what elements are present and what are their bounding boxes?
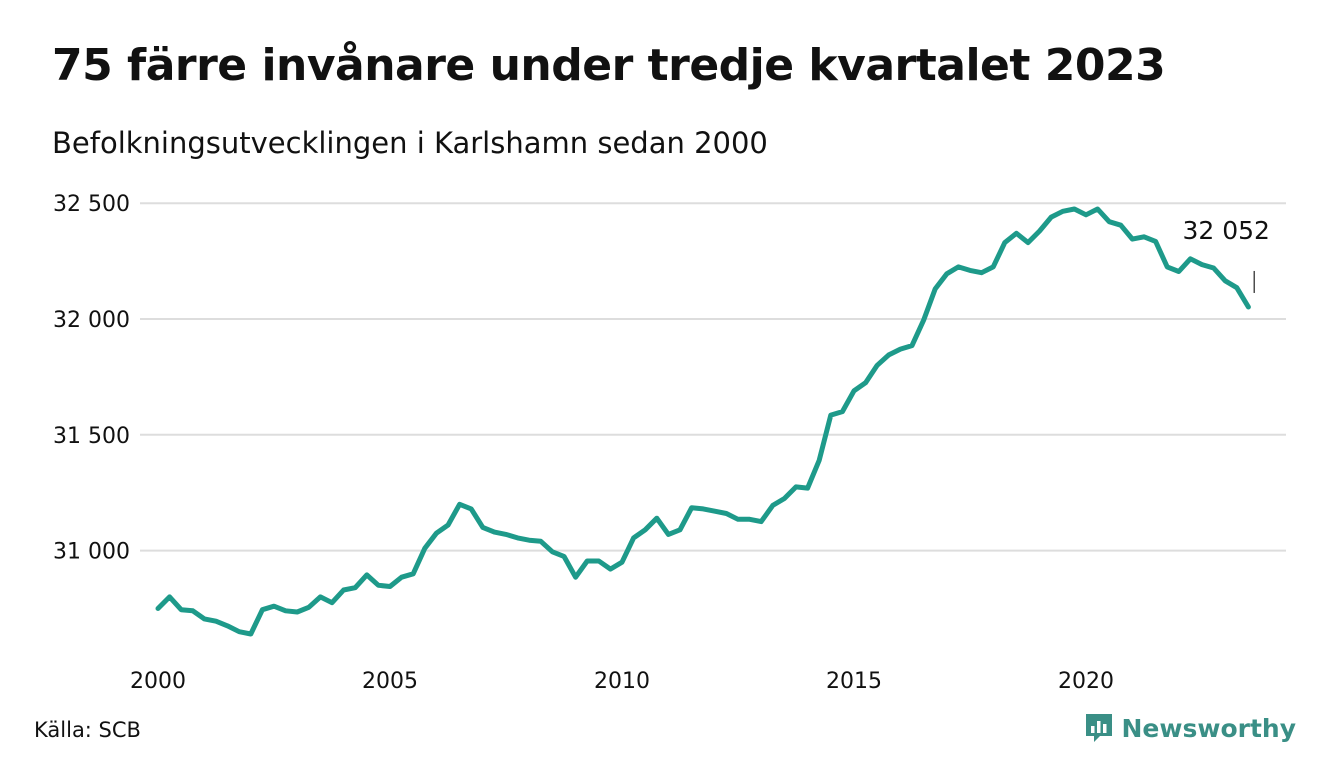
brand-logo: Newsworthy [1084, 712, 1297, 744]
x-tick-label: 2010 [594, 669, 650, 694]
y-tick-label: 31 000 [53, 540, 130, 565]
bar-chart-speech-bubble-icon [1085, 714, 1112, 742]
y-axis-tick-labels: 31 000 31 500 32 000 32 500 [53, 192, 130, 564]
x-tick-label: 2000 [130, 669, 186, 694]
source-note: Källa: SCB [34, 718, 141, 742]
x-axis-tick-labels: 2000 2005 2010 2015 2020 [130, 669, 1114, 694]
y-tick-label: 31 500 [53, 424, 130, 449]
x-tick-label: 2005 [362, 669, 418, 694]
last-value-annotation-label: 32 052 [1182, 216, 1269, 245]
chart-title: 75 färre invånare under tredje kvartalet… [52, 40, 1166, 91]
y-tick-label: 32 000 [53, 308, 130, 333]
x-tick-label: 2020 [1058, 669, 1114, 694]
gridlines [140, 202, 1286, 552]
chart-subtitle: Befolkningsutvecklingen i Karlshamn seda… [52, 126, 768, 160]
x-tick-label: 2015 [826, 669, 882, 694]
brand-name: Newsworthy [1121, 713, 1297, 743]
y-tick-label: 32 500 [53, 192, 130, 217]
population-line-chart: 31 000 31 500 32 000 32 500 2000 2005 2010 201… [53, 192, 1286, 694]
population-series-line [155, 206, 1251, 637]
